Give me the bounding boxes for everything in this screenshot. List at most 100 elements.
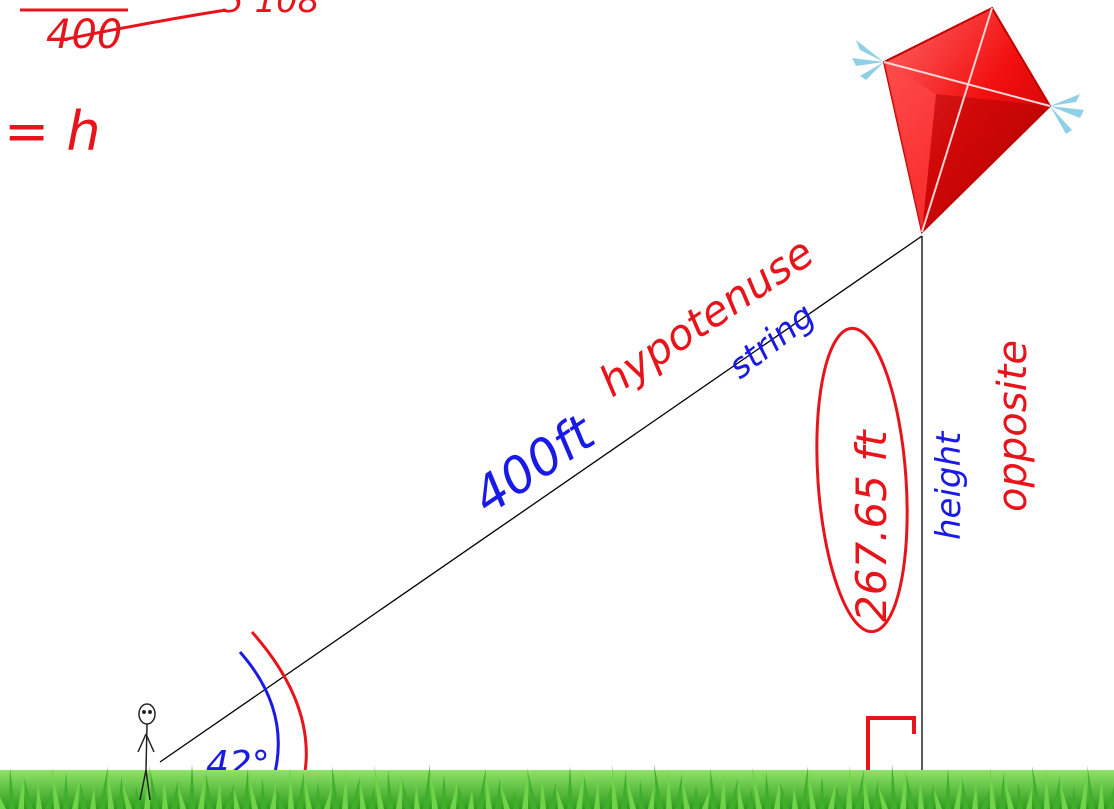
grass-blade [855,770,864,809]
grass-blade [63,772,69,809]
height-value-circle [815,326,909,634]
grass-blade [122,781,132,809]
grass-blade [780,782,789,809]
kite-bow-right [1050,94,1084,134]
grass-strip [0,764,1114,809]
grass-blade [999,772,1005,809]
grass-blade [549,782,556,809]
grass-blade [315,782,321,809]
grass-blade [1017,782,1023,809]
grass-blade [468,789,474,809]
grass-blade [495,778,501,809]
grass-blade [954,773,962,809]
equals-h: = h [4,100,101,163]
grass-blade [206,774,213,809]
grass-blade [117,776,123,809]
grass-blade [261,778,267,809]
strike-through-line [61,8,227,42]
grass-blade [396,775,402,809]
grass-blade [801,766,808,809]
grass-blade [36,783,42,809]
grass-blade [513,788,519,809]
grass-blade [878,785,888,809]
grass-blade [738,783,744,809]
grass-blade [1080,765,1088,809]
grass-blade [387,770,393,809]
grass-blade [1004,777,1014,809]
fraction-tail: 5 108 [222,0,319,21]
grass-blade [693,784,699,809]
grass-blade [522,767,528,809]
grass-blade [332,766,339,809]
grass-blade [108,771,114,809]
grass-blade [450,779,458,809]
grass-blade [864,775,870,809]
grass-blade [1098,775,1104,809]
grass-blade [981,788,990,809]
grass-blade [828,781,836,809]
grass-blade [45,788,52,809]
grass-blade [99,766,108,809]
grass-blade [528,772,537,809]
grass-blade [288,767,294,809]
grass-blade [374,765,384,809]
grass-blade [1032,766,1041,809]
grass-blade [891,764,897,809]
grass-blade [612,765,618,809]
grass-blade [24,778,33,809]
grass-blade [135,786,141,809]
grass-blade [648,785,654,809]
grass-blade [150,770,159,809]
grass-blade [927,784,934,809]
grass-blade [1107,786,1114,809]
grass-blade [80,782,87,809]
grass-blade [225,784,234,809]
height-value-label: 267.65 ft [847,429,896,622]
grass-blade [906,774,915,809]
grass-blade [477,768,486,809]
fraction-work: 400 5 108 = h [4,0,319,163]
grass-blade [198,769,206,809]
grass-blade [972,783,978,809]
grass-blade [675,774,682,809]
grass-blade [792,787,798,809]
grass-blade [774,777,780,809]
grass-blade [626,775,636,809]
kite-string-line [159,235,923,763]
stick-figure-person-icon [137,703,156,801]
opposite-label: opposite [990,340,1036,512]
grass-blade [962,778,969,809]
grass-blade [836,786,843,809]
grass-blade [808,771,816,809]
grass-blade [666,769,672,809]
grass-blade [934,789,942,809]
right-angle-marker [866,716,916,800]
grass-blade [702,789,710,809]
grass-blade [556,787,564,809]
grass-blade [747,788,753,809]
grass-blade [594,781,600,809]
grass-blade [144,765,150,809]
grass-blade [441,774,447,809]
grass-blade [1088,770,1095,809]
grass-blade [1026,787,1032,809]
grass-blade [458,784,465,809]
grass-blade [1060,781,1068,809]
grass-blade [18,773,24,809]
grass-blade [1071,786,1077,809]
grass-blade [52,767,60,809]
grass-blade [351,776,360,809]
grass-blade [430,769,438,809]
grass-blade [369,786,375,809]
grass-blade [234,789,240,809]
grass-blade [846,765,852,809]
grass-blade [72,777,80,809]
grass-blade [270,783,276,809]
grass-blade [297,772,304,809]
grass-blade [1044,771,1050,809]
grass-blade [324,787,332,809]
grass-blade [162,775,168,809]
grass-blade [720,773,726,809]
grass-blade [945,768,951,809]
